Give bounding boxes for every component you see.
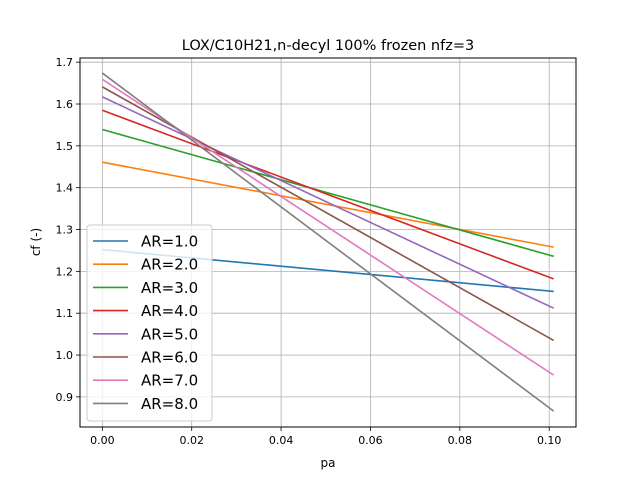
x-axis-ticks: 0.00 0.02 0.04 0.06 0.08 0.10 — [90, 427, 561, 447]
y-tick-label: 1.4 — [56, 182, 74, 195]
legend-label: AR=6.0 — [141, 349, 198, 367]
series-line-3 — [102, 128, 554, 258]
y-tick-label: 1.6 — [56, 98, 74, 111]
series-line-8 — [101, 72, 555, 412]
series-line-4 — [102, 109, 554, 280]
y-tick-label: 1.7 — [56, 56, 74, 69]
legend-label: AR=3.0 — [141, 279, 198, 297]
x-tick-label: 0.08 — [448, 434, 473, 447]
series-line-2 — [102, 161, 554, 248]
y-tick-label: 1.1 — [56, 307, 74, 320]
y-tick-label: 1.0 — [56, 349, 74, 362]
x-tick-label: 0.06 — [358, 434, 383, 447]
y-axis-label: cf (-) — [29, 228, 43, 256]
legend-label: AR=2.0 — [141, 256, 198, 274]
legend-label: AR=8.0 — [141, 395, 198, 413]
legend-label: AR=1.0 — [141, 233, 198, 251]
legend: AR=1.0 AR=2.0 AR=3.0 AR=4.0 AR=5.0 AR=6.0 AR=7… — [86, 224, 213, 422]
legend-label: AR=5.0 — [141, 325, 198, 343]
chart-title: LOX/C10H21,n-decyl 100% frozen nfz=3 — [182, 38, 474, 54]
x-tick-label: 0.02 — [179, 434, 204, 447]
x-tick-label: 0.10 — [537, 434, 562, 447]
y-axis-ticks: 0.9 1.0 1.1 1.2 1.3 1.4 1.5 1.6 1.7 — [56, 56, 80, 404]
legend-frame — [86, 224, 213, 422]
series-line-5 — [102, 96, 554, 309]
y-tick-label: 1.5 — [56, 140, 74, 153]
x-axis-label: pa — [321, 456, 336, 470]
y-tick-label: 1.3 — [56, 224, 74, 237]
y-tick-label: 1.2 — [56, 265, 74, 278]
x-tick-label: 0.04 — [269, 434, 294, 447]
x-tick-label: 0.00 — [90, 434, 115, 447]
y-tick-label: 0.9 — [56, 391, 74, 404]
plot-frame — [79, 57, 577, 428]
legend-label: AR=7.0 — [141, 372, 198, 390]
legend-label: AR=4.0 — [141, 302, 198, 320]
